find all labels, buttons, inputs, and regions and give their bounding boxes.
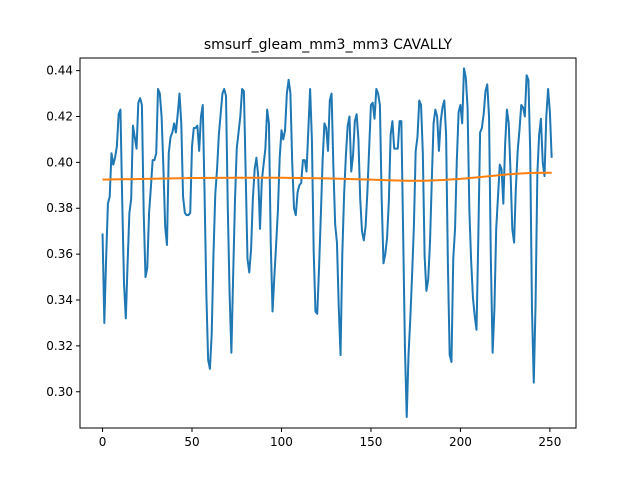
y-tick-label: 0.30: [46, 385, 73, 399]
series-line-2: [102, 171, 552, 182]
y-tick-label: 0.44: [46, 64, 73, 78]
x-tick-label: 50: [184, 435, 199, 449]
y-tick-label: 0.40: [46, 155, 73, 169]
x-tick-label: 150: [359, 435, 382, 449]
chart-title: smsurf_gleam_mm3_mm3 CAVALLY: [204, 37, 453, 53]
x-tick-label: 100: [270, 435, 293, 449]
y-tick-label: 0.36: [46, 247, 73, 261]
plot-frame: [79, 57, 577, 429]
y-tick-label: 0.32: [46, 339, 73, 353]
y-tick-label: 0.34: [46, 293, 73, 307]
series-line-1: [101, 67, 553, 418]
series-layer: [101, 67, 553, 418]
y-axis: 0.30 0.32 0.34 0.36 0.38 0.40 0.42 0.44: [46, 64, 80, 399]
y-tick-label: 0.42: [46, 109, 73, 123]
x-tick-label: 0: [99, 435, 107, 449]
x-tick-label: 250: [538, 435, 561, 449]
x-tick-label: 200: [449, 435, 472, 449]
x-axis: 0 50 100 150 200 250: [99, 428, 561, 449]
y-tick-label: 0.38: [46, 201, 73, 215]
